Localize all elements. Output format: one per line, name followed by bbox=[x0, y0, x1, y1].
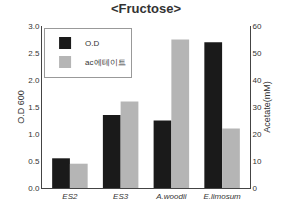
svg-text:30: 30 bbox=[253, 103, 262, 112]
svg-text:ES2: ES2 bbox=[62, 192, 78, 201]
svg-text:1.0: 1.0 bbox=[28, 130, 40, 139]
svg-text:2.0: 2.0 bbox=[28, 76, 40, 85]
svg-text:0: 0 bbox=[253, 184, 258, 193]
svg-text:O.D: O.D bbox=[85, 39, 99, 48]
svg-text:A.woodii: A.woodii bbox=[155, 192, 186, 201]
svg-text:10: 10 bbox=[253, 157, 262, 166]
svg-text:0.0: 0.0 bbox=[28, 184, 40, 193]
svg-text:ES3: ES3 bbox=[113, 192, 129, 201]
svg-text:20: 20 bbox=[253, 130, 262, 139]
svg-text:0.5: 0.5 bbox=[28, 157, 40, 166]
svg-text:3.0: 3.0 bbox=[28, 22, 40, 31]
svg-text:<Fructose>: <Fructose> bbox=[111, 1, 181, 16]
svg-text:2.5: 2.5 bbox=[28, 49, 40, 58]
svg-text:O.D 600: O.D 600 bbox=[16, 90, 26, 124]
svg-text:40: 40 bbox=[253, 76, 262, 85]
svg-text:60: 60 bbox=[253, 22, 262, 31]
svg-text:1.5: 1.5 bbox=[28, 103, 40, 112]
svg-text:E.limosum: E.limosum bbox=[203, 192, 241, 201]
svg-text:ac에테이트: ac에테이트 bbox=[85, 58, 125, 67]
svg-text:Acetate(mM): Acetate(mM) bbox=[262, 81, 272, 133]
svg-text:50: 50 bbox=[253, 49, 262, 58]
